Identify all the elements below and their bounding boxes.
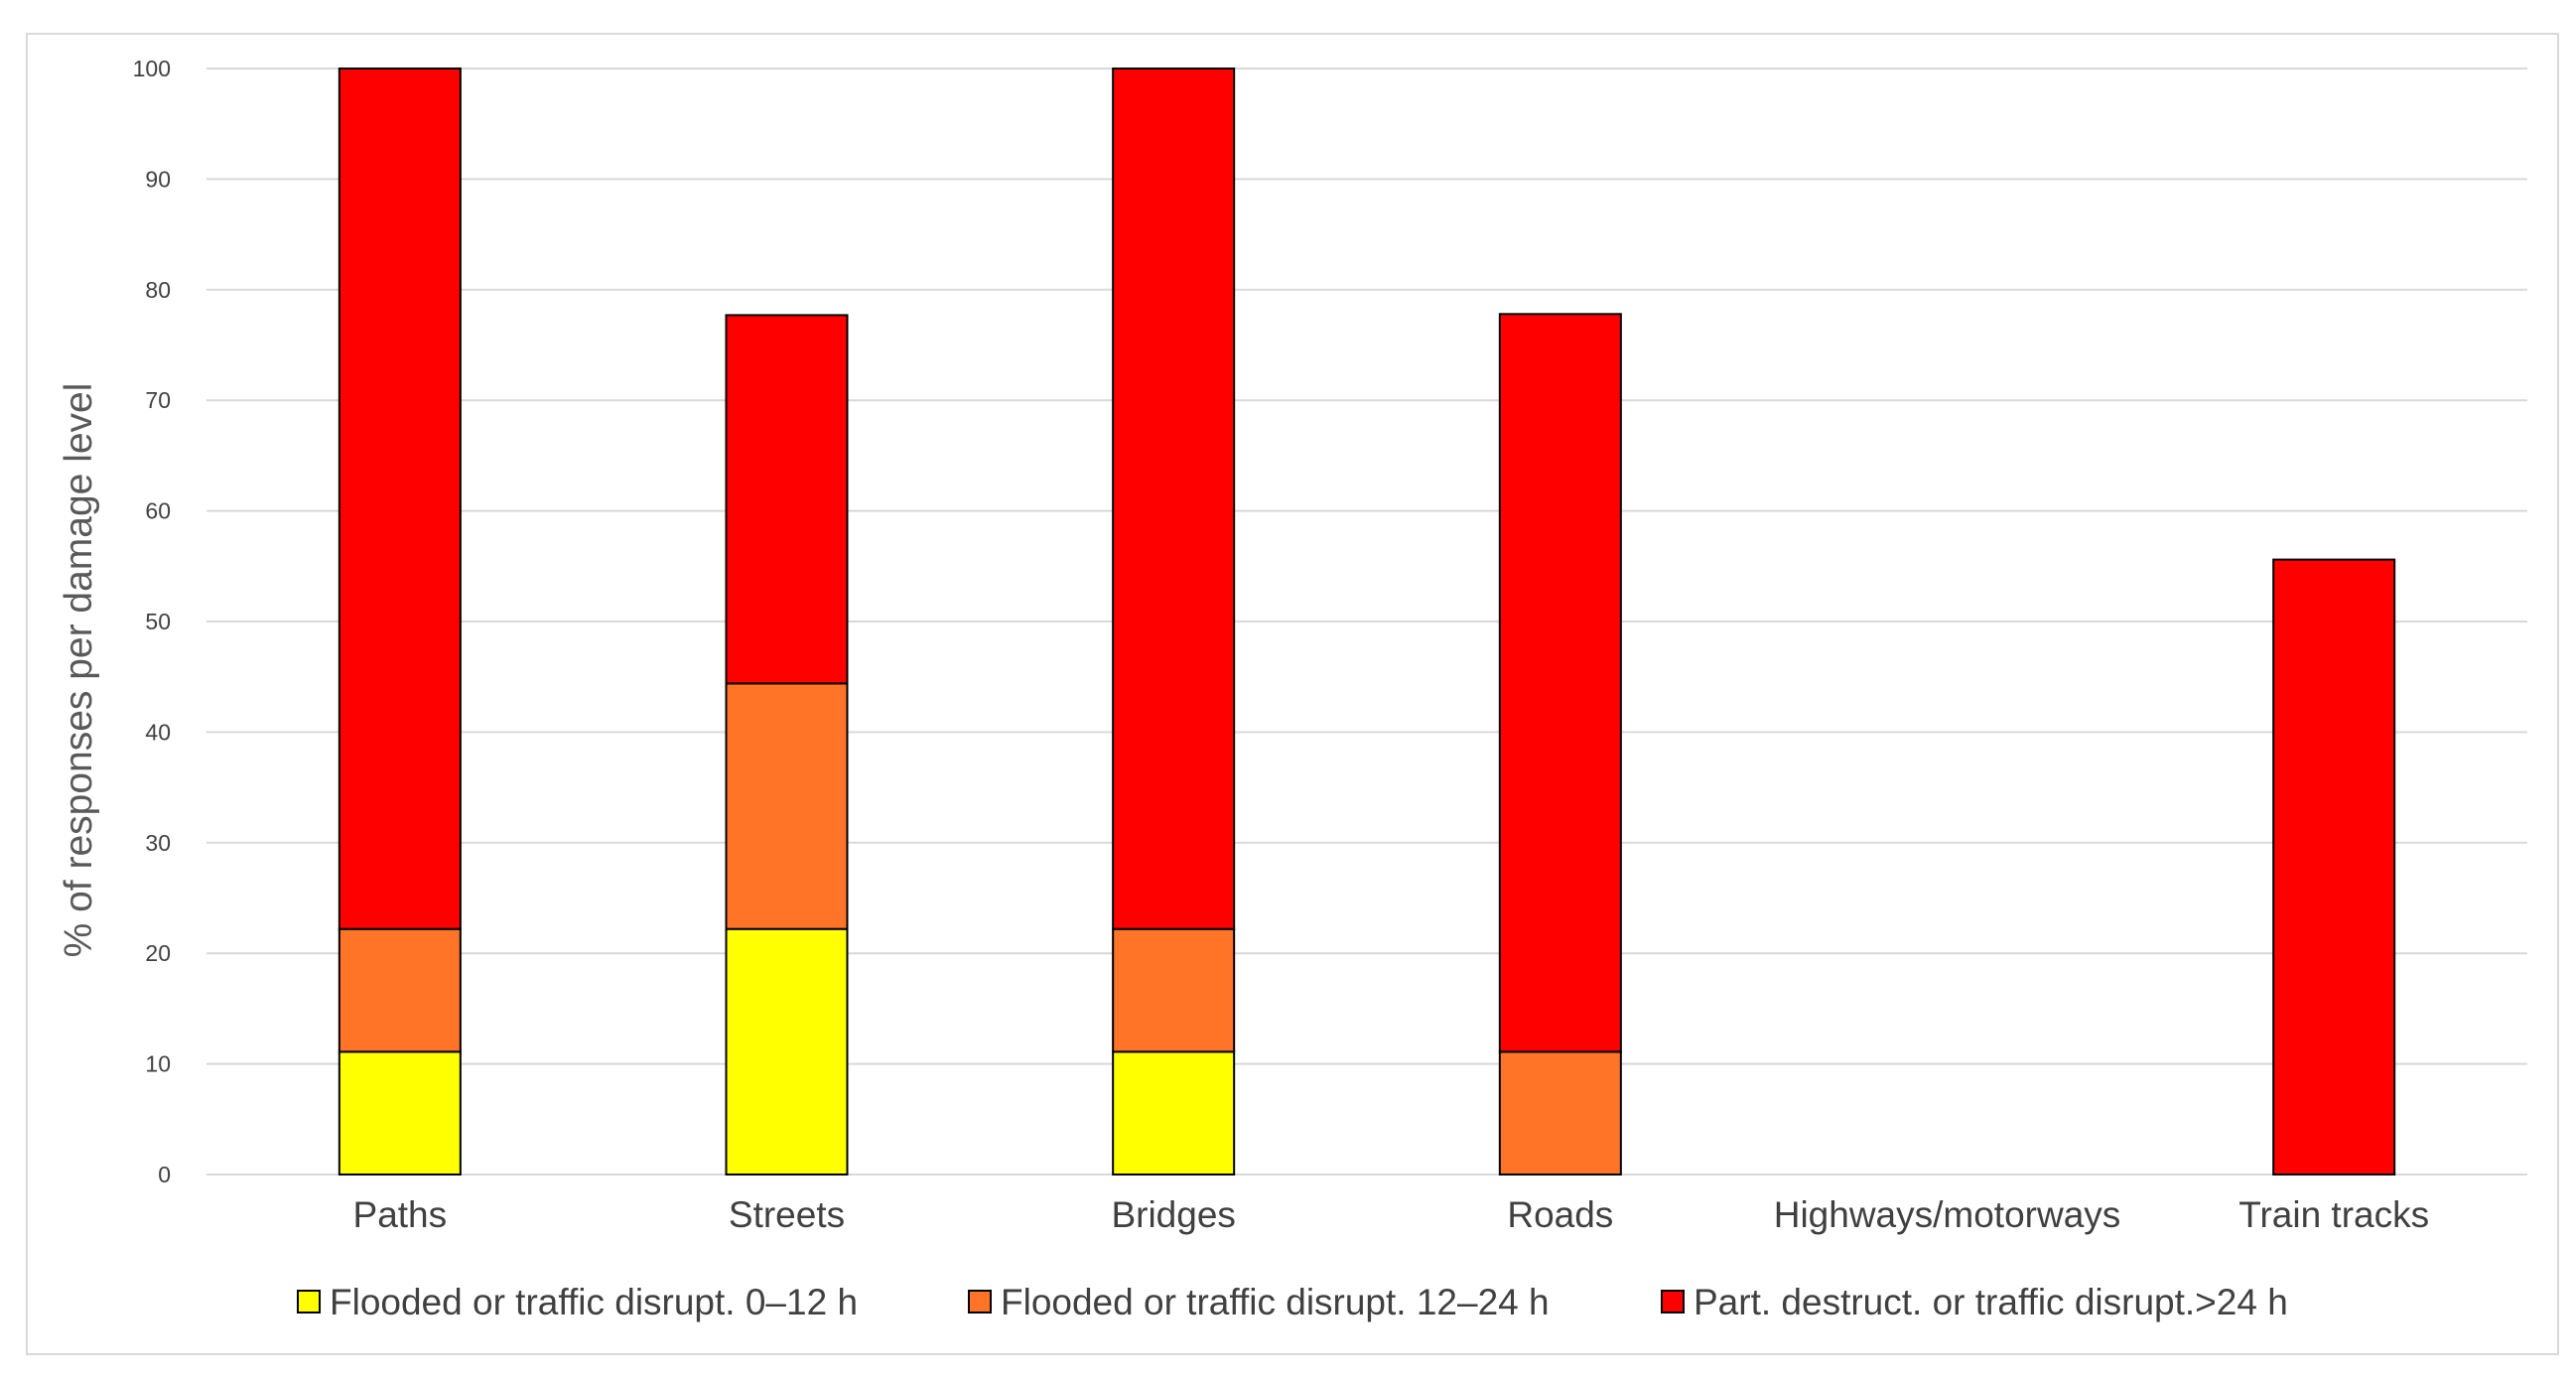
stacked-bar-chart: 0 10 20 30 40 50 60 70 80 90 100 Paths Streets Bridg… — [58, 56, 2527, 1322]
bar-segment — [725, 927, 849, 1176]
bar-segment — [725, 314, 849, 685]
legend-swatch — [1661, 1290, 1685, 1314]
chart-area: 0 10 20 30 40 50 60 70 80 90 100 Paths Streets Bridg… — [26, 33, 2559, 1355]
y-tick-label: 10 — [145, 1051, 171, 1077]
legend-label: Flooded or traffic disrupt. 0–12 h — [330, 1282, 858, 1322]
legend-label: Part. destruct. or traffic disrupt.>24 h — [1694, 1282, 2288, 1322]
bar-segment — [1112, 68, 1236, 930]
legend-swatch — [297, 1290, 321, 1314]
y-axis-title: % of responses per damage level — [58, 383, 100, 958]
legend-swatch — [968, 1290, 992, 1314]
bar-segment — [725, 682, 849, 930]
bars — [338, 68, 2396, 1176]
x-tick-label: Roads — [1507, 1194, 1613, 1235]
bar-segment — [338, 927, 462, 1053]
gridlines — [206, 68, 2527, 1176]
y-tick-label: 90 — [145, 166, 171, 192]
y-tick-label: 0 — [158, 1162, 171, 1187]
x-tick-label: Bridges — [1111, 1194, 1235, 1235]
bar-segment — [2272, 558, 2396, 1176]
legend: Flooded or traffic disrupt. 0–12 h Floode… — [297, 1282, 2288, 1322]
y-tick-label: 100 — [133, 56, 171, 81]
y-tick-label: 70 — [145, 387, 171, 413]
y-tick-label: 30 — [145, 830, 171, 856]
legend-item: Part. destruct. or traffic disrupt.>24 h — [1661, 1282, 2288, 1322]
y-axis-ticks: 0 10 20 30 40 50 60 70 80 90 100 — [133, 56, 171, 1187]
y-tick-label: 80 — [145, 277, 171, 303]
y-tick-label: 20 — [145, 940, 171, 966]
legend-item: Flooded or traffic disrupt. 12–24 h — [968, 1282, 1550, 1322]
x-tick-label: Paths — [353, 1194, 448, 1235]
y-tick-label: 60 — [145, 498, 171, 524]
x-tick-label: Train tracks — [2238, 1194, 2429, 1235]
x-tick-label: Streets — [729, 1194, 845, 1235]
bar-segment — [1112, 927, 1236, 1053]
x-tick-label: Highways/motorways — [1774, 1194, 2121, 1235]
legend-item: Flooded or traffic disrupt. 0–12 h — [297, 1282, 858, 1322]
y-tick-label: 50 — [145, 609, 171, 634]
bar-segment — [338, 68, 462, 930]
bar-segment — [1112, 1050, 1236, 1176]
x-axis-ticks: Paths Streets Bridges Roads Highways/motorwa… — [353, 1194, 2430, 1235]
bar-segment — [338, 1050, 462, 1176]
legend-label: Flooded or traffic disrupt. 12–24 h — [1001, 1282, 1550, 1322]
bar-segment — [1498, 313, 1622, 1053]
y-tick-label: 40 — [145, 719, 171, 745]
bar-segment — [1498, 1050, 1622, 1176]
